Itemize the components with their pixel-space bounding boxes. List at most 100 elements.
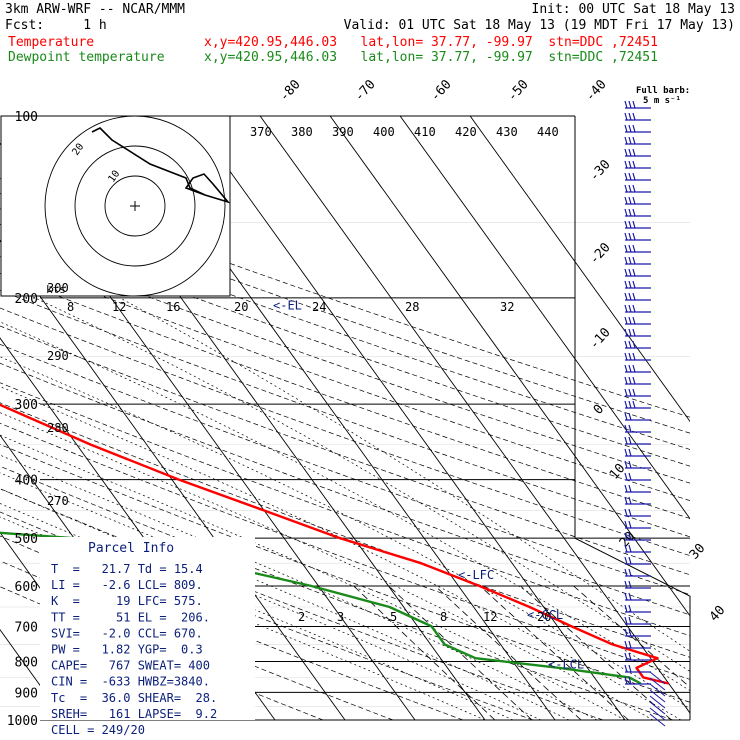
pressure-label: 400 bbox=[15, 474, 38, 489]
hodograph-units: kts bbox=[46, 283, 66, 296]
wind-barb bbox=[624, 328, 651, 337]
dry-adiabat-label: 290 bbox=[47, 349, 69, 363]
wind-barb-flag bbox=[628, 364, 632, 373]
wind-barbs bbox=[624, 100, 666, 727]
wind-barb-flag bbox=[624, 160, 628, 169]
wind-barb-flag bbox=[632, 364, 636, 373]
wind-barb-flag bbox=[624, 496, 628, 505]
wind-barb-flag bbox=[628, 352, 632, 361]
wind-barb-flag bbox=[628, 628, 632, 637]
wind-barb-flag bbox=[628, 520, 632, 529]
wind-barb bbox=[624, 256, 651, 265]
wind-barb-flag bbox=[628, 100, 632, 109]
wind-barb-flag bbox=[628, 664, 632, 673]
mixing-ratio-label: 20 bbox=[537, 610, 551, 624]
wind-barb-flag bbox=[628, 640, 632, 649]
wind-barb-flag bbox=[624, 232, 628, 241]
hodograph-frame bbox=[0, 115, 231, 297]
wind-barb bbox=[624, 448, 651, 457]
wind-barb-flag bbox=[624, 328, 628, 337]
wind-barb bbox=[624, 364, 651, 373]
wind-barb bbox=[624, 268, 651, 277]
mixing-ratio-label: 3 bbox=[337, 610, 344, 624]
wind-barb-flag bbox=[628, 436, 632, 445]
wind-barb bbox=[624, 280, 651, 289]
wind-barb-flag bbox=[628, 388, 632, 397]
hodo-speed-label: 16 bbox=[166, 300, 180, 314]
wind-barb bbox=[624, 112, 651, 121]
profile-series bbox=[0, 403, 669, 685]
hodograph-ring-1 bbox=[104, 175, 166, 237]
wind-barb bbox=[624, 352, 651, 361]
temp-legend-info: x,y=420.95,446.03 lat,lon= 37.77, -99.97… bbox=[204, 35, 658, 50]
wind-barb-flag bbox=[632, 136, 636, 145]
dry-adiabat-label: 270 bbox=[47, 494, 69, 508]
dry-adiabat bbox=[0, 208, 690, 450]
wind-barb bbox=[624, 616, 651, 625]
wind-barb-flag bbox=[628, 232, 632, 241]
wind-barb-flag bbox=[632, 148, 636, 157]
wind-barb-flag bbox=[628, 652, 632, 661]
barb-legend-line2: 5 m s⁻¹ bbox=[643, 96, 681, 106]
wind-barb-flag bbox=[632, 400, 636, 409]
wind-barb-flag bbox=[624, 472, 628, 481]
wind-barb bbox=[624, 664, 651, 673]
theta-e-label: 400 bbox=[373, 125, 395, 139]
pressure-label: 100 bbox=[15, 110, 38, 125]
wind-barb-flag bbox=[624, 460, 628, 469]
wind-barb-flag bbox=[632, 316, 636, 325]
wind-barb-flag bbox=[624, 412, 628, 421]
wind-barb bbox=[624, 184, 651, 193]
wind-barb-flag bbox=[624, 580, 628, 589]
wind-barb-flag bbox=[628, 544, 632, 553]
parcel-info-row: Tc = 36.0 SHEAR= 28. bbox=[51, 691, 217, 705]
isotherm-line bbox=[399, 116, 690, 520]
wind-barb-flag bbox=[624, 520, 628, 529]
diagram-frame bbox=[574, 116, 691, 720]
wind-barb-flag bbox=[628, 268, 632, 277]
mixing-ratio-line bbox=[479, 585, 629, 720]
wind-barb-flag bbox=[624, 652, 628, 661]
wind-barb bbox=[624, 100, 651, 109]
wind-barb-flag bbox=[628, 256, 632, 265]
wind-barb-flag bbox=[624, 628, 628, 637]
wind-barb bbox=[624, 568, 651, 577]
dry-adiabat-label: 300 bbox=[47, 281, 69, 295]
wind-barb-flag bbox=[632, 172, 636, 181]
wind-barb-surface bbox=[649, 701, 666, 715]
wind-barb-flag bbox=[624, 196, 628, 205]
wind-barb-flag bbox=[632, 280, 636, 289]
wind-barb-surface bbox=[649, 707, 666, 721]
wind-barb-flag bbox=[624, 112, 628, 121]
wind-barb-flag bbox=[624, 532, 628, 541]
wind-barb-flag bbox=[624, 148, 628, 157]
wind-barb-flag bbox=[624, 556, 628, 565]
wind-barb-flag bbox=[628, 208, 632, 217]
wind-barb-flag bbox=[628, 616, 632, 625]
wind-barb bbox=[624, 640, 651, 649]
wind-barb-flag bbox=[632, 292, 636, 301]
init-time: Init: 00 UTC Sat 18 May 13 bbox=[531, 2, 736, 17]
wind-barb bbox=[624, 232, 651, 241]
isotherm-line bbox=[259, 116, 690, 714]
wind-barb-flag bbox=[632, 256, 636, 265]
dry-adiabat bbox=[0, 325, 690, 576]
wind-barb-flag bbox=[624, 124, 628, 133]
wind-barb-flag bbox=[632, 388, 636, 397]
isotherm-label: -60 bbox=[428, 77, 455, 104]
wind-barb-flag bbox=[624, 388, 628, 397]
parcel-info-row: CIN = -633 HWBZ=3840. bbox=[51, 675, 210, 689]
theta-e-label: 440 bbox=[537, 125, 559, 139]
wind-barb-surface bbox=[649, 683, 666, 697]
moist-adiabat bbox=[0, 516, 486, 720]
wind-barb-flag bbox=[624, 616, 628, 625]
wind-barb bbox=[624, 580, 651, 589]
wind-barb-flag bbox=[624, 280, 628, 289]
parcel-info-row: CAPE= 767 SWEAT= 400 bbox=[51, 659, 210, 673]
isotherm-line bbox=[189, 116, 626, 720]
wind-barb bbox=[624, 220, 651, 229]
theta-e-label: 390 bbox=[332, 125, 354, 139]
isotherm-label: 0 bbox=[591, 402, 607, 418]
wind-barb-flag bbox=[624, 376, 628, 385]
